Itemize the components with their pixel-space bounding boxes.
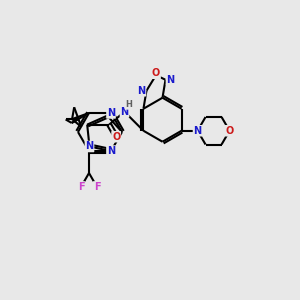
Text: N: N: [85, 142, 94, 152]
Text: H: H: [125, 100, 132, 109]
Text: N: N: [120, 107, 129, 117]
Text: N: N: [107, 146, 115, 156]
Text: N: N: [107, 108, 115, 118]
Text: N: N: [137, 86, 146, 96]
Text: N: N: [194, 126, 202, 136]
Text: O: O: [152, 68, 160, 78]
Text: F: F: [78, 182, 84, 192]
Text: O: O: [112, 132, 120, 142]
Text: N: N: [167, 75, 175, 85]
Text: O: O: [225, 126, 234, 136]
Text: F: F: [94, 182, 100, 192]
